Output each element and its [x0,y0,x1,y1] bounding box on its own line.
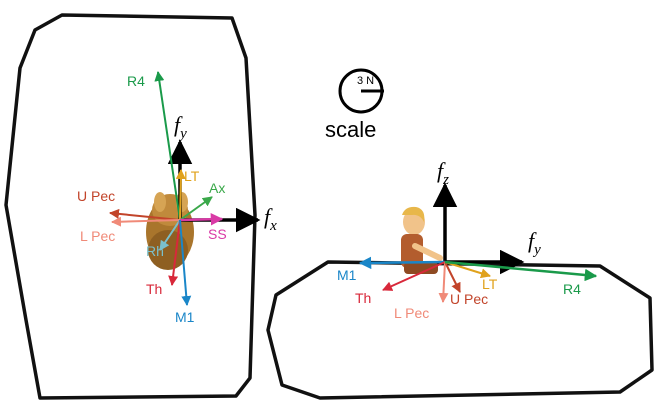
force-lpec-arrow-side [438,261,449,303]
fz-axis-label: fz [437,158,449,188]
force-ss-arrow [179,213,224,226]
force-label-upec: U Pec [77,188,115,204]
force-label-lt: LT [184,168,200,184]
scale-label: scale [325,117,376,142]
force-lt-arrow-side [444,261,491,279]
force-th-arrow-side [382,261,446,291]
scale-value: 3 N [357,75,374,87]
force-upec-arrow [109,208,181,221]
force-upec-arrow-side [444,261,461,293]
force-r4-arrow [154,71,181,221]
force-r4-arrow-side [444,260,598,282]
force-label-r4: R4 [127,73,145,89]
force-rh-arrow [159,219,181,251]
top-view-boundary [4,13,257,400]
force-ax-arrow [179,196,213,221]
force-m1-arrow [179,219,192,306]
force-lt-arrow [175,169,186,221]
force-label-th-side: Th [355,290,371,306]
force-th-arrow [168,219,181,286]
force-m1-arrow-side [358,256,446,270]
force-label-r4-side: R4 [563,281,581,297]
body-side-view-figure [401,206,443,274]
force-label-m1-side: M1 [337,267,357,283]
side-view-panel: fz fy M1 Th L Pec U Pec LT R4 [266,158,654,400]
top-view-panel: fy fx R4 LT Ax U Pec L Pec SS Rh Th M1 [4,13,277,400]
force-label-rh: Rh [146,243,164,259]
force-label-upec-side: U Pec [450,291,488,307]
force-label-ax: Ax [209,180,225,196]
force-label-lpec: L Pec [80,228,115,244]
force-label-m1: M1 [175,309,195,325]
force-label-th: Th [146,281,162,297]
force-label-lpec-side: L Pec [394,305,429,321]
force-label-lt-side: LT [482,276,498,292]
fx-axis-label: fx [264,204,277,234]
force-label-ss: SS [208,226,227,242]
force-lpec-arrow [111,216,181,227]
fy-axis-label-side: fy [528,228,541,258]
side-view-boundary [266,260,654,400]
scale-indicator: 3 N scale [325,68,384,142]
fy-axis-label: fy [174,112,187,142]
